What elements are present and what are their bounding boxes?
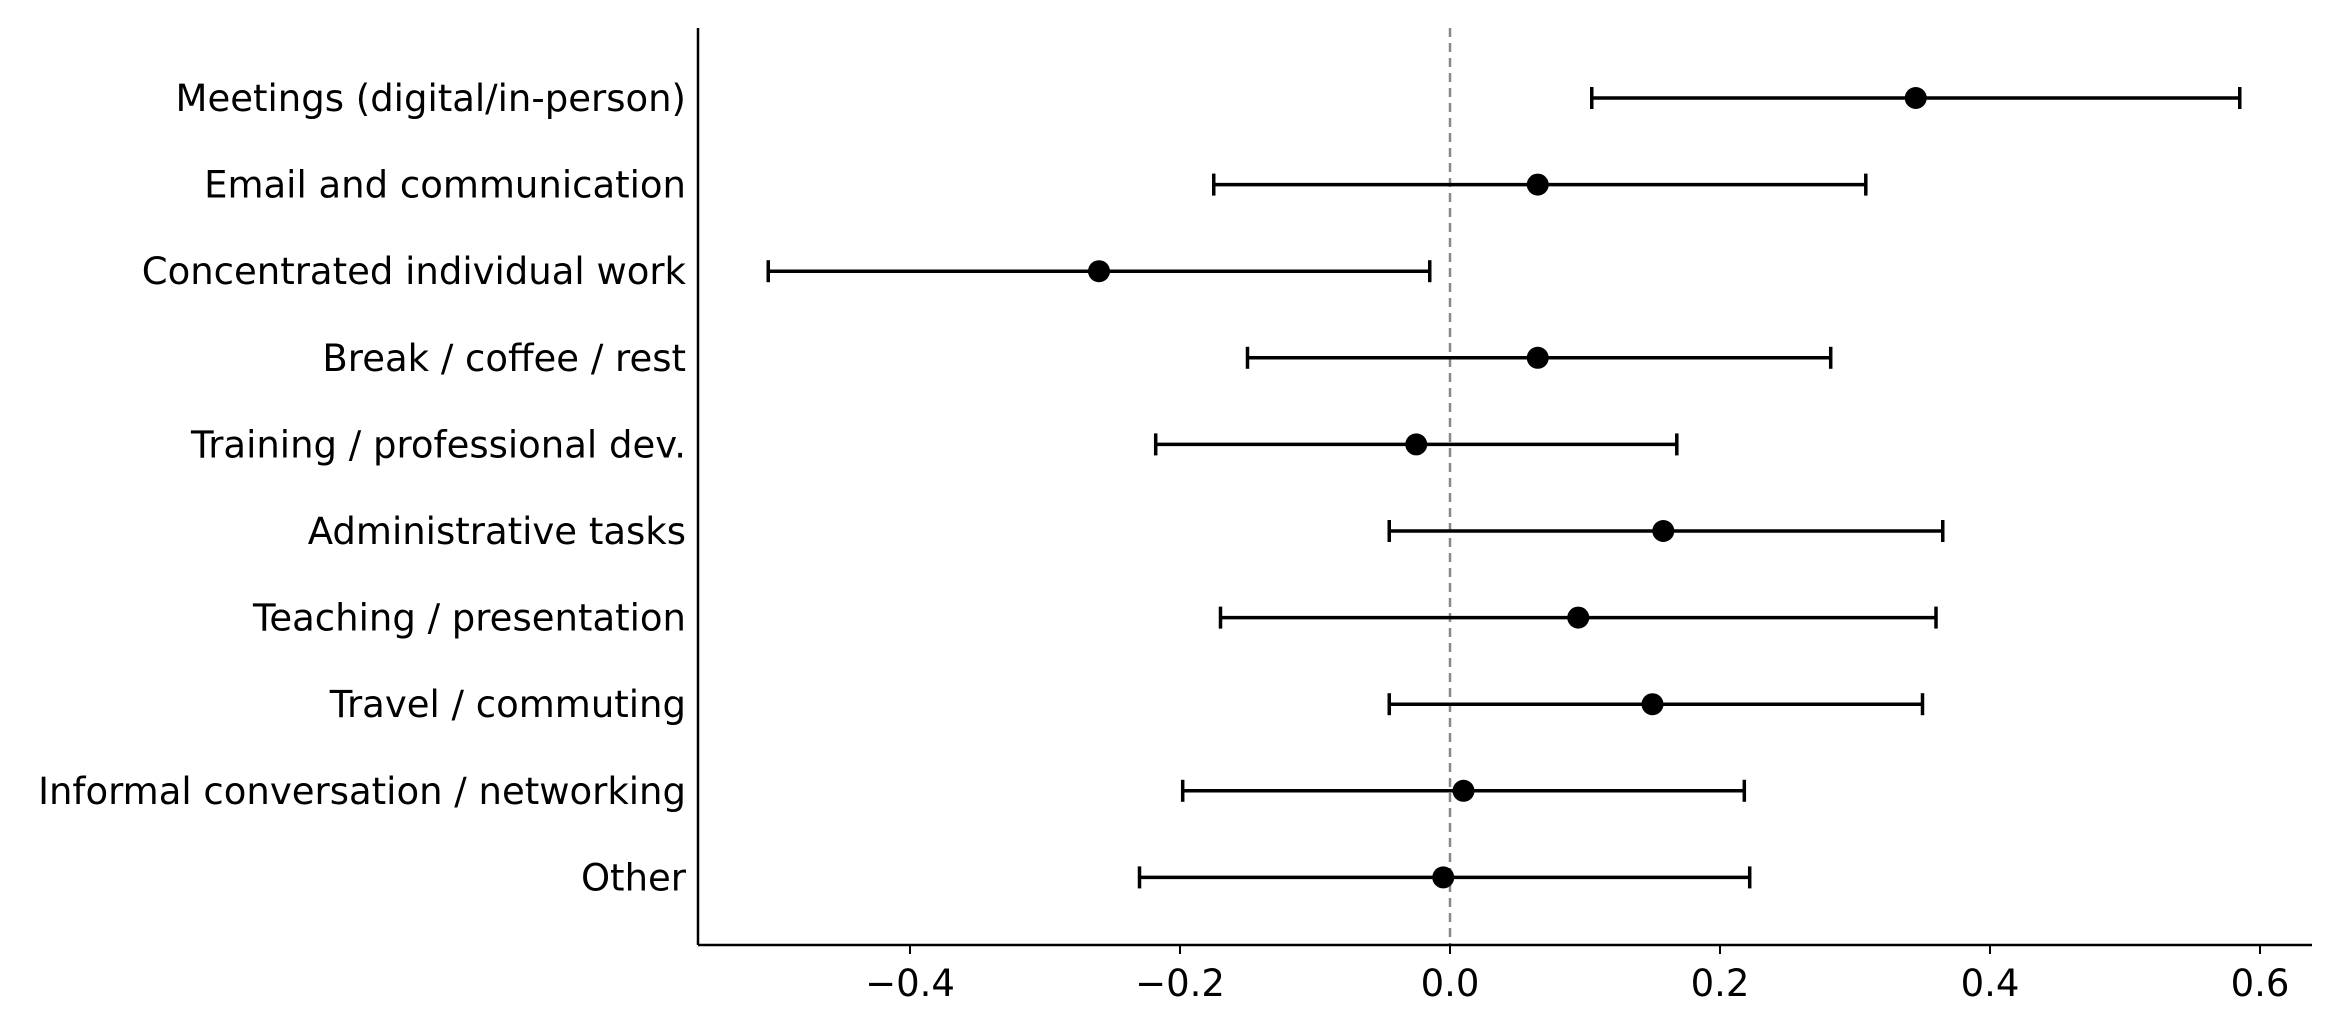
x-tick-label: 0.6 — [2231, 962, 2290, 1005]
category-labels: Meetings (digital/in-person) Email and co… — [38, 77, 687, 899]
category-label: Meetings (digital/in-person) — [176, 77, 686, 120]
x-tick-label: −0.4 — [865, 962, 955, 1005]
category-label: Other — [581, 856, 687, 899]
category-label: Break / coffee / rest — [322, 337, 686, 380]
point-estimate — [1641, 693, 1664, 716]
point-estimate — [1567, 606, 1590, 629]
point-estimate — [1652, 520, 1675, 542]
category-label: Email and communication — [204, 164, 686, 207]
estimates-with-intervals — [766, 87, 2242, 889]
axes — [696, 28, 2312, 947]
x-tick-label: 0.2 — [1691, 962, 1750, 1005]
point-estimate — [1452, 779, 1475, 802]
category-label: Teaching / presentation — [252, 597, 686, 640]
category-label: Administrative tasks — [308, 510, 686, 553]
category-label: Informal conversation / networking — [38, 770, 686, 813]
x-axis-ticks: −0.4 −0.2 0.0 0.2 0.4 0.6 — [865, 945, 2289, 1005]
point-estimate — [1432, 866, 1455, 889]
x-tick-label: −0.2 — [1135, 962, 1225, 1005]
category-label: Training / professional dev. — [190, 423, 686, 466]
point-estimate — [1088, 260, 1110, 283]
point-estimate — [1405, 433, 1428, 456]
point-estimate — [1904, 87, 1927, 109]
x-tick-label: 0.0 — [1421, 962, 1480, 1005]
point-estimate — [1526, 346, 1549, 369]
x-tick-label: 0.4 — [1961, 962, 2020, 1005]
category-label: Travel / commuting — [329, 683, 686, 726]
category-label: Concentrated individual work — [142, 250, 687, 293]
point-estimate — [1526, 173, 1549, 196]
